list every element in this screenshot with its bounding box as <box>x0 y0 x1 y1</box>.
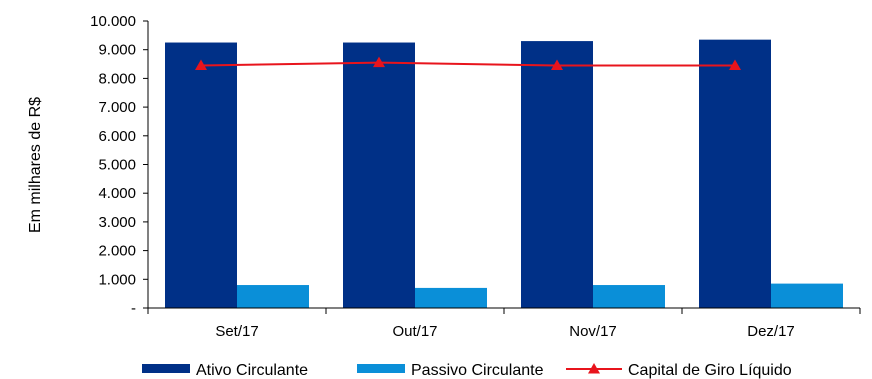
x-tick-label: Nov/17 <box>569 323 617 340</box>
bar-passivo-3 <box>771 283 843 308</box>
bar-ativo-3 <box>699 39 771 308</box>
y-tick-label: 6.000 <box>98 128 136 145</box>
x-tick-label: Dez/17 <box>747 323 795 340</box>
x-tick-label: Out/17 <box>392 323 437 340</box>
y-tick-label: 2.000 <box>98 243 136 260</box>
legend-marker-2 <box>588 363 600 374</box>
capital-giro-line <box>200 61 735 67</box>
legend: Ativo Circulante Passivo Circulante Capita… <box>142 362 792 379</box>
capital-giro-point-2 <box>551 59 563 70</box>
legend-label-0: Ativo Circulante <box>196 362 308 379</box>
y-tick-label: 9.000 <box>98 42 136 59</box>
y-tick-label: - <box>131 300 136 317</box>
y-axis-title: Em milhares de R$ <box>27 97 44 233</box>
y-tick-label: 5.000 <box>98 157 136 174</box>
bars <box>165 39 843 309</box>
bar-ativo-0 <box>165 42 237 309</box>
y-axis-ticks: - 1.000 2.000 3.000 4.000 5.000 6.000 7.000 8.00… <box>90 13 148 317</box>
bar-passivo-2 <box>593 285 665 308</box>
bar-passivo-1 <box>415 287 487 308</box>
legend-label-1: Passivo Circulante <box>411 362 544 379</box>
capital-giro-point-0 <box>195 59 207 70</box>
y-tick-label: 1.000 <box>98 271 136 288</box>
capital-giro-point-1 <box>373 56 385 68</box>
y-tick-label: 3.000 <box>98 214 136 231</box>
legend-swatch-1 <box>357 364 405 373</box>
legend-swatch-0 <box>142 364 190 373</box>
x-tick-label: Set/17 <box>215 323 258 340</box>
bar-ativo-2 <box>521 41 593 309</box>
capital-giro-point-3 <box>729 59 741 70</box>
y-tick-label: 4.000 <box>98 185 136 202</box>
y-tick-label: 8.000 <box>98 70 136 87</box>
bar-passivo-0 <box>237 285 309 308</box>
line-series <box>195 56 741 70</box>
y-tick-label: 10.000 <box>90 13 136 30</box>
x-axis-ticks: Set/17 Out/17 Nov/17 Dez/17 <box>147 308 861 340</box>
legend-label-2: Capital de Giro Líquido <box>628 362 792 379</box>
bar-ativo-1 <box>343 42 415 309</box>
y-tick-label: 7.000 <box>98 99 136 116</box>
